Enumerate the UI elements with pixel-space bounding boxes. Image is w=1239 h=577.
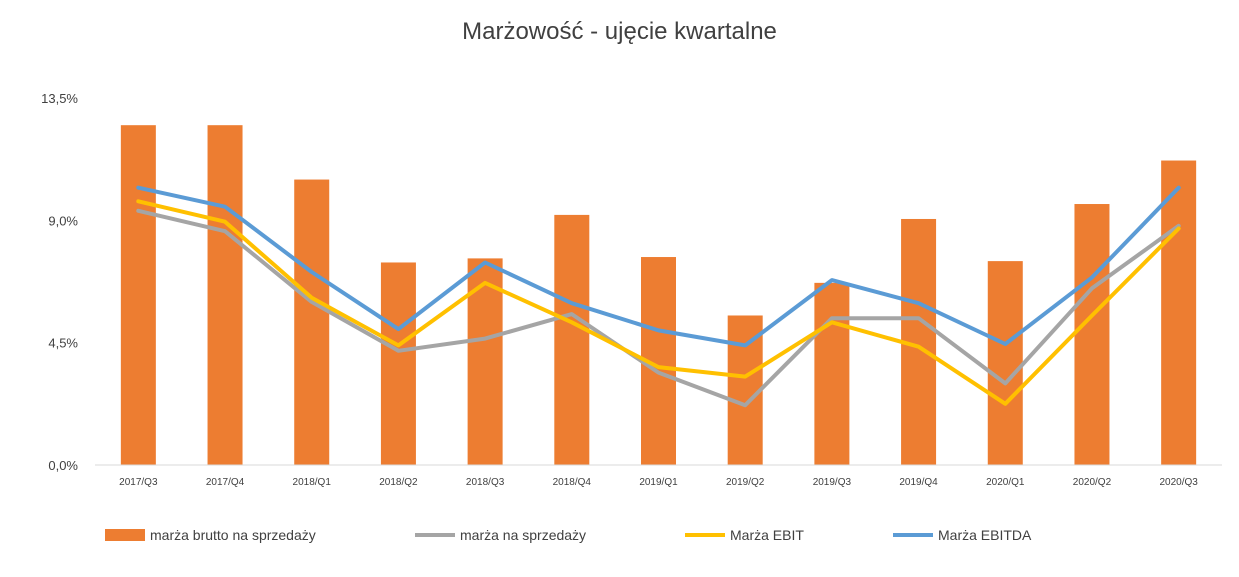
bar [554, 214, 590, 465]
x-tick-label: 2019/Q3 [813, 477, 852, 488]
x-tick-label: 2017/Q3 [119, 477, 158, 488]
x-axis-ticks: 2017/Q3 2017/Q4 2018/Q1 2018/Q2 2018/Q3 2018/… [119, 477, 1198, 488]
x-tick-label: 2018/Q1 [293, 477, 332, 488]
chart-title: Marżowość - ujęcie kwartalne [462, 18, 777, 45]
bar [987, 261, 1023, 465]
y-tick-label: 13,5% [41, 91, 78, 106]
x-tick-label: 2017/Q4 [206, 477, 245, 488]
bar [1074, 204, 1110, 465]
legend-label: Marża EBITDA [938, 527, 1032, 543]
legend-swatch [105, 529, 145, 541]
bar [207, 125, 243, 466]
x-tick-label: 2018/Q4 [553, 477, 592, 488]
y-tick-label: 4,5% [48, 336, 78, 351]
x-tick-label: 2018/Q3 [466, 477, 505, 488]
bar [120, 125, 156, 466]
x-tick-label: 2020/Q1 [986, 477, 1025, 488]
x-tick-label: 2020/Q2 [1073, 477, 1112, 488]
legend: marża brutto na sprzedaży marża na sprzed… [105, 527, 1032, 543]
x-tick-label: 2019/Q2 [726, 477, 765, 488]
bar [727, 315, 763, 465]
legend-label: marża na sprzedaży [460, 527, 586, 543]
bar-series [120, 125, 1197, 466]
x-tick-label: 2018/Q2 [379, 477, 418, 488]
legend-label: marża brutto na sprzedaży [150, 527, 316, 543]
line-marża-ebitda [136, 185, 1181, 348]
bar [380, 262, 416, 465]
y-tick-label: 0,0% [48, 458, 78, 473]
line-series [136, 185, 1181, 408]
x-tick-label: 2019/Q1 [639, 477, 678, 488]
x-tick-label: 2019/Q4 [899, 477, 938, 488]
y-axis-ticks: 0,0% 4,5% 9,0% 13,5% [41, 91, 78, 473]
bar [814, 282, 850, 465]
line-marża-ebit [136, 199, 1181, 406]
line-marża-na-sprzedaży [136, 208, 1181, 408]
y-tick-label: 9,0% [48, 213, 78, 228]
bar [1161, 160, 1197, 465]
x-tick-label: 2020/Q3 [1159, 477, 1198, 488]
legend-label: Marża EBIT [730, 527, 804, 543]
bar [294, 179, 330, 466]
